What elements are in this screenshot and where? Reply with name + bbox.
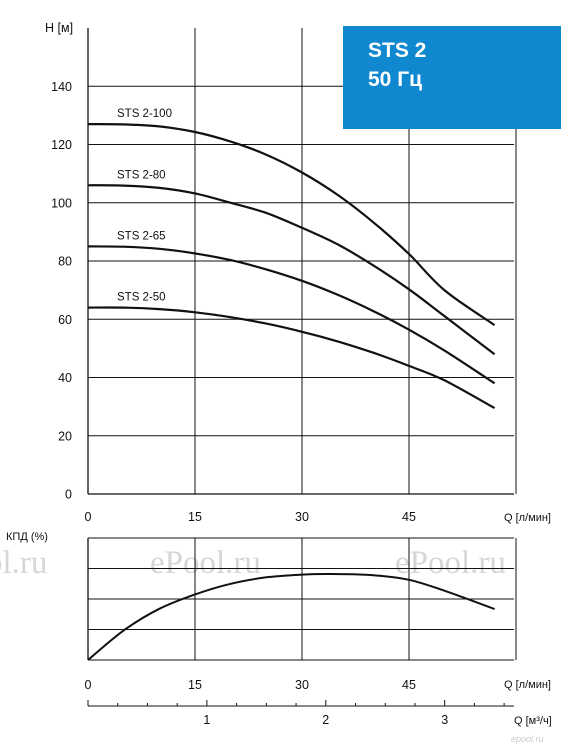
watermark-text: ol.ru: [0, 545, 47, 581]
secondary-tick-label: 3: [441, 713, 448, 727]
x-axis-title: Q [л/мин]: [504, 679, 551, 691]
series-label: STS 2-50: [117, 292, 166, 304]
curve-sts-2-65: [87, 245, 496, 385]
x-tick-label: 45: [402, 678, 416, 692]
x-axis-title: Q [л/мин]: [504, 512, 551, 524]
watermark-layer: ol.ru ePool.ru ePool.ru: [0, 545, 506, 581]
efficiency-chart-grid: [87, 537, 517, 707]
x-tick-label: 45: [402, 510, 416, 524]
secondary-tick-label: 2: [322, 713, 329, 727]
curve-sts-2-100: [87, 123, 496, 327]
x-tick-label: 15: [188, 678, 202, 692]
y-tick-label: 20: [58, 429, 72, 443]
y-axis-title: H [м]: [45, 21, 73, 35]
y-tick-label: 60: [58, 313, 72, 327]
x-tick-label: 30: [295, 510, 309, 524]
series-label: STS 2-100: [117, 108, 172, 120]
site-mark: epool.ru: [511, 734, 544, 744]
y-tick-label: 140: [51, 80, 72, 94]
y-tick-label: 0: [65, 488, 72, 502]
curves: [87, 123, 496, 661]
x-tick-label: 0: [85, 678, 92, 692]
secondary-axis-title: Q [м³/ч]: [514, 715, 552, 727]
y-tick-label: 80: [58, 255, 72, 269]
title-box: STS 2 50 Гц: [343, 26, 561, 129]
x-tick-label: 30: [295, 678, 309, 692]
title-background: [343, 26, 561, 129]
x-tick-label: 0: [85, 510, 92, 524]
efficiency-curve: [87, 572, 495, 661]
series-label: STS 2-65: [117, 230, 166, 242]
series-label: STS 2-80: [117, 169, 166, 181]
curve-sts-2-50: [87, 306, 496, 410]
watermark-text: ePool.ru: [150, 545, 261, 581]
chart-title: STS 2: [368, 39, 426, 62]
secondary-tick-label: 1: [203, 713, 210, 727]
chart-subtitle: 50 Гц: [368, 68, 422, 91]
y-tick-label: 40: [58, 371, 72, 385]
efficiency-axis-title: КПД (%): [6, 531, 48, 543]
watermark-text: ePool.ru: [395, 545, 506, 581]
y-tick-label: 100: [51, 196, 72, 210]
curve-sts-2-80: [87, 184, 496, 356]
y-tick-label: 120: [51, 138, 72, 152]
x-tick-label: 15: [188, 510, 202, 524]
